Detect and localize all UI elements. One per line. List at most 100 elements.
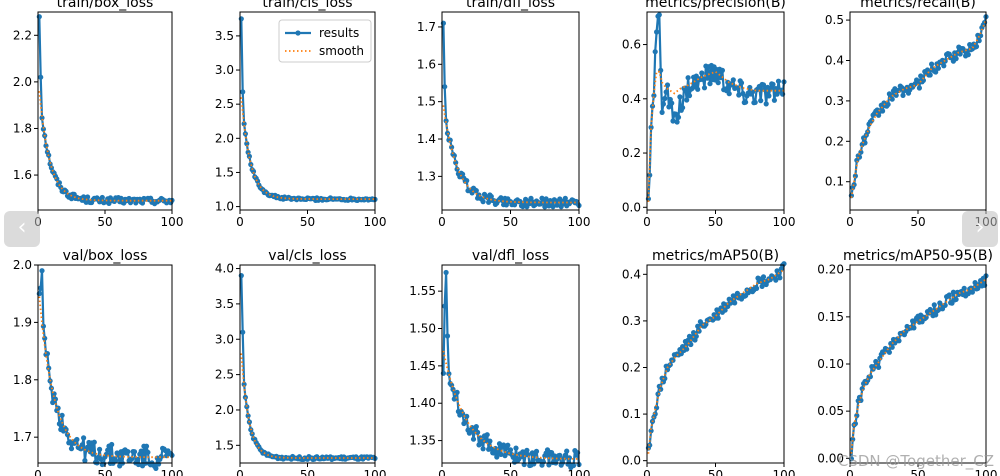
results-point: [664, 82, 671, 88]
y-tick-label: 0.4: [825, 53, 844, 67]
results-point: [660, 101, 667, 107]
results-point: [138, 448, 144, 454]
results-point: [734, 85, 741, 91]
results-point: [675, 114, 682, 120]
results-point: [125, 449, 131, 455]
results-point: [649, 103, 656, 109]
results-point: [973, 43, 980, 50]
results-point: [38, 285, 44, 291]
results-point: [105, 447, 111, 453]
legend-smooth-label: smooth: [319, 44, 364, 58]
smooth-line: [647, 268, 785, 454]
results-line: [647, 262, 785, 449]
y-tick-label: 2.5: [215, 368, 234, 382]
results-point: [695, 86, 701, 92]
y-tick-label: 1.9: [13, 315, 32, 329]
y-tick-label: 3.0: [215, 332, 234, 346]
results-point: [773, 86, 779, 92]
results-point: [524, 447, 530, 453]
legend-results-marker: [295, 30, 301, 36]
results-point: [454, 389, 460, 395]
results-point: [911, 325, 917, 331]
x-tick-label: 100: [568, 215, 591, 229]
results-point: [143, 443, 150, 449]
y-tick-label: 0.1: [825, 175, 844, 189]
x-tick-label: 0: [438, 215, 446, 229]
results-point: [685, 337, 691, 343]
results-point: [473, 424, 479, 430]
y-tick-label: 0.2: [622, 360, 641, 374]
y-tick-label: 0.5: [825, 13, 844, 27]
chart-title: metrics/recall(B): [860, 0, 976, 11]
y-tick-label: 0.2: [622, 146, 641, 160]
results-point: [684, 97, 690, 103]
results-point: [502, 453, 508, 459]
results-point: [570, 462, 577, 469]
results-point: [719, 67, 726, 73]
results-point: [651, 93, 657, 99]
y-tick-label: 1.6: [13, 168, 32, 182]
results-point: [479, 438, 485, 444]
results-point: [244, 141, 250, 147]
y-tick-label: 1.0: [215, 200, 234, 214]
results-point: [488, 193, 494, 200]
x-tick-label: 50: [910, 215, 925, 229]
results-point: [674, 119, 680, 125]
results-point: [759, 283, 765, 289]
y-tick-label: 2.2: [13, 28, 32, 42]
results-point: [732, 300, 738, 306]
y-tick-label: 2.0: [13, 75, 32, 89]
chart-panel-8: val/dfl_loss 0 50 100 1.35 1.40 1.45 1.50 1.55: [409, 248, 590, 476]
results-point: [550, 204, 556, 210]
results-point: [510, 454, 516, 460]
results-point: [564, 448, 570, 454]
results-point: [975, 285, 981, 291]
csdn-watermark: CSDN @Together_CZ: [837, 452, 994, 470]
results-point: [918, 73, 924, 79]
results-point: [503, 202, 509, 208]
axes-frame: [646, 11, 785, 211]
previous-image-arrow-icon[interactable]: ‹: [4, 211, 40, 247]
next-image-arrow-icon[interactable]: ›: [962, 211, 998, 247]
results-point: [131, 449, 138, 455]
results-point: [533, 448, 540, 454]
results-point: [965, 291, 971, 297]
results-point: [129, 456, 135, 462]
chart-panel-7: val/cls_loss 0 50 100 1.5 2.0 2.5 3.0 3.5 4.0: [215, 248, 387, 476]
results-point: [923, 314, 929, 320]
results-point: [885, 101, 891, 107]
legend-results-label: results: [319, 26, 359, 40]
results-point: [701, 85, 708, 91]
results-point: [933, 69, 939, 75]
results-point: [475, 429, 481, 435]
x-tick-label: 100: [161, 468, 184, 476]
results-point: [743, 99, 749, 105]
axes-frame: [441, 264, 580, 464]
results-point: [557, 452, 563, 458]
results-point: [240, 89, 246, 95]
results-point: [670, 118, 676, 124]
results-point: [867, 374, 874, 380]
results-point: [680, 105, 686, 111]
results-point: [924, 67, 931, 73]
y-tick-label: 0.1: [622, 407, 641, 421]
results-point: [109, 441, 115, 448]
results-point: [473, 188, 479, 194]
x-tick-label: 100: [364, 468, 387, 476]
chart-title: metrics/precision(B): [645, 0, 786, 11]
results-point: [91, 439, 97, 445]
results-point: [763, 101, 769, 107]
results-point: [670, 357, 676, 363]
results-point: [82, 458, 88, 464]
results-point: [715, 80, 721, 86]
results-point: [238, 16, 244, 22]
x-tick-label: 0: [438, 468, 446, 476]
results-point: [145, 449, 151, 455]
x-tick-label: 100: [161, 215, 184, 229]
y-tick-label: 1.8: [13, 373, 32, 387]
results-point: [965, 52, 971, 58]
results-point: [494, 454, 500, 460]
results-point: [893, 92, 899, 98]
